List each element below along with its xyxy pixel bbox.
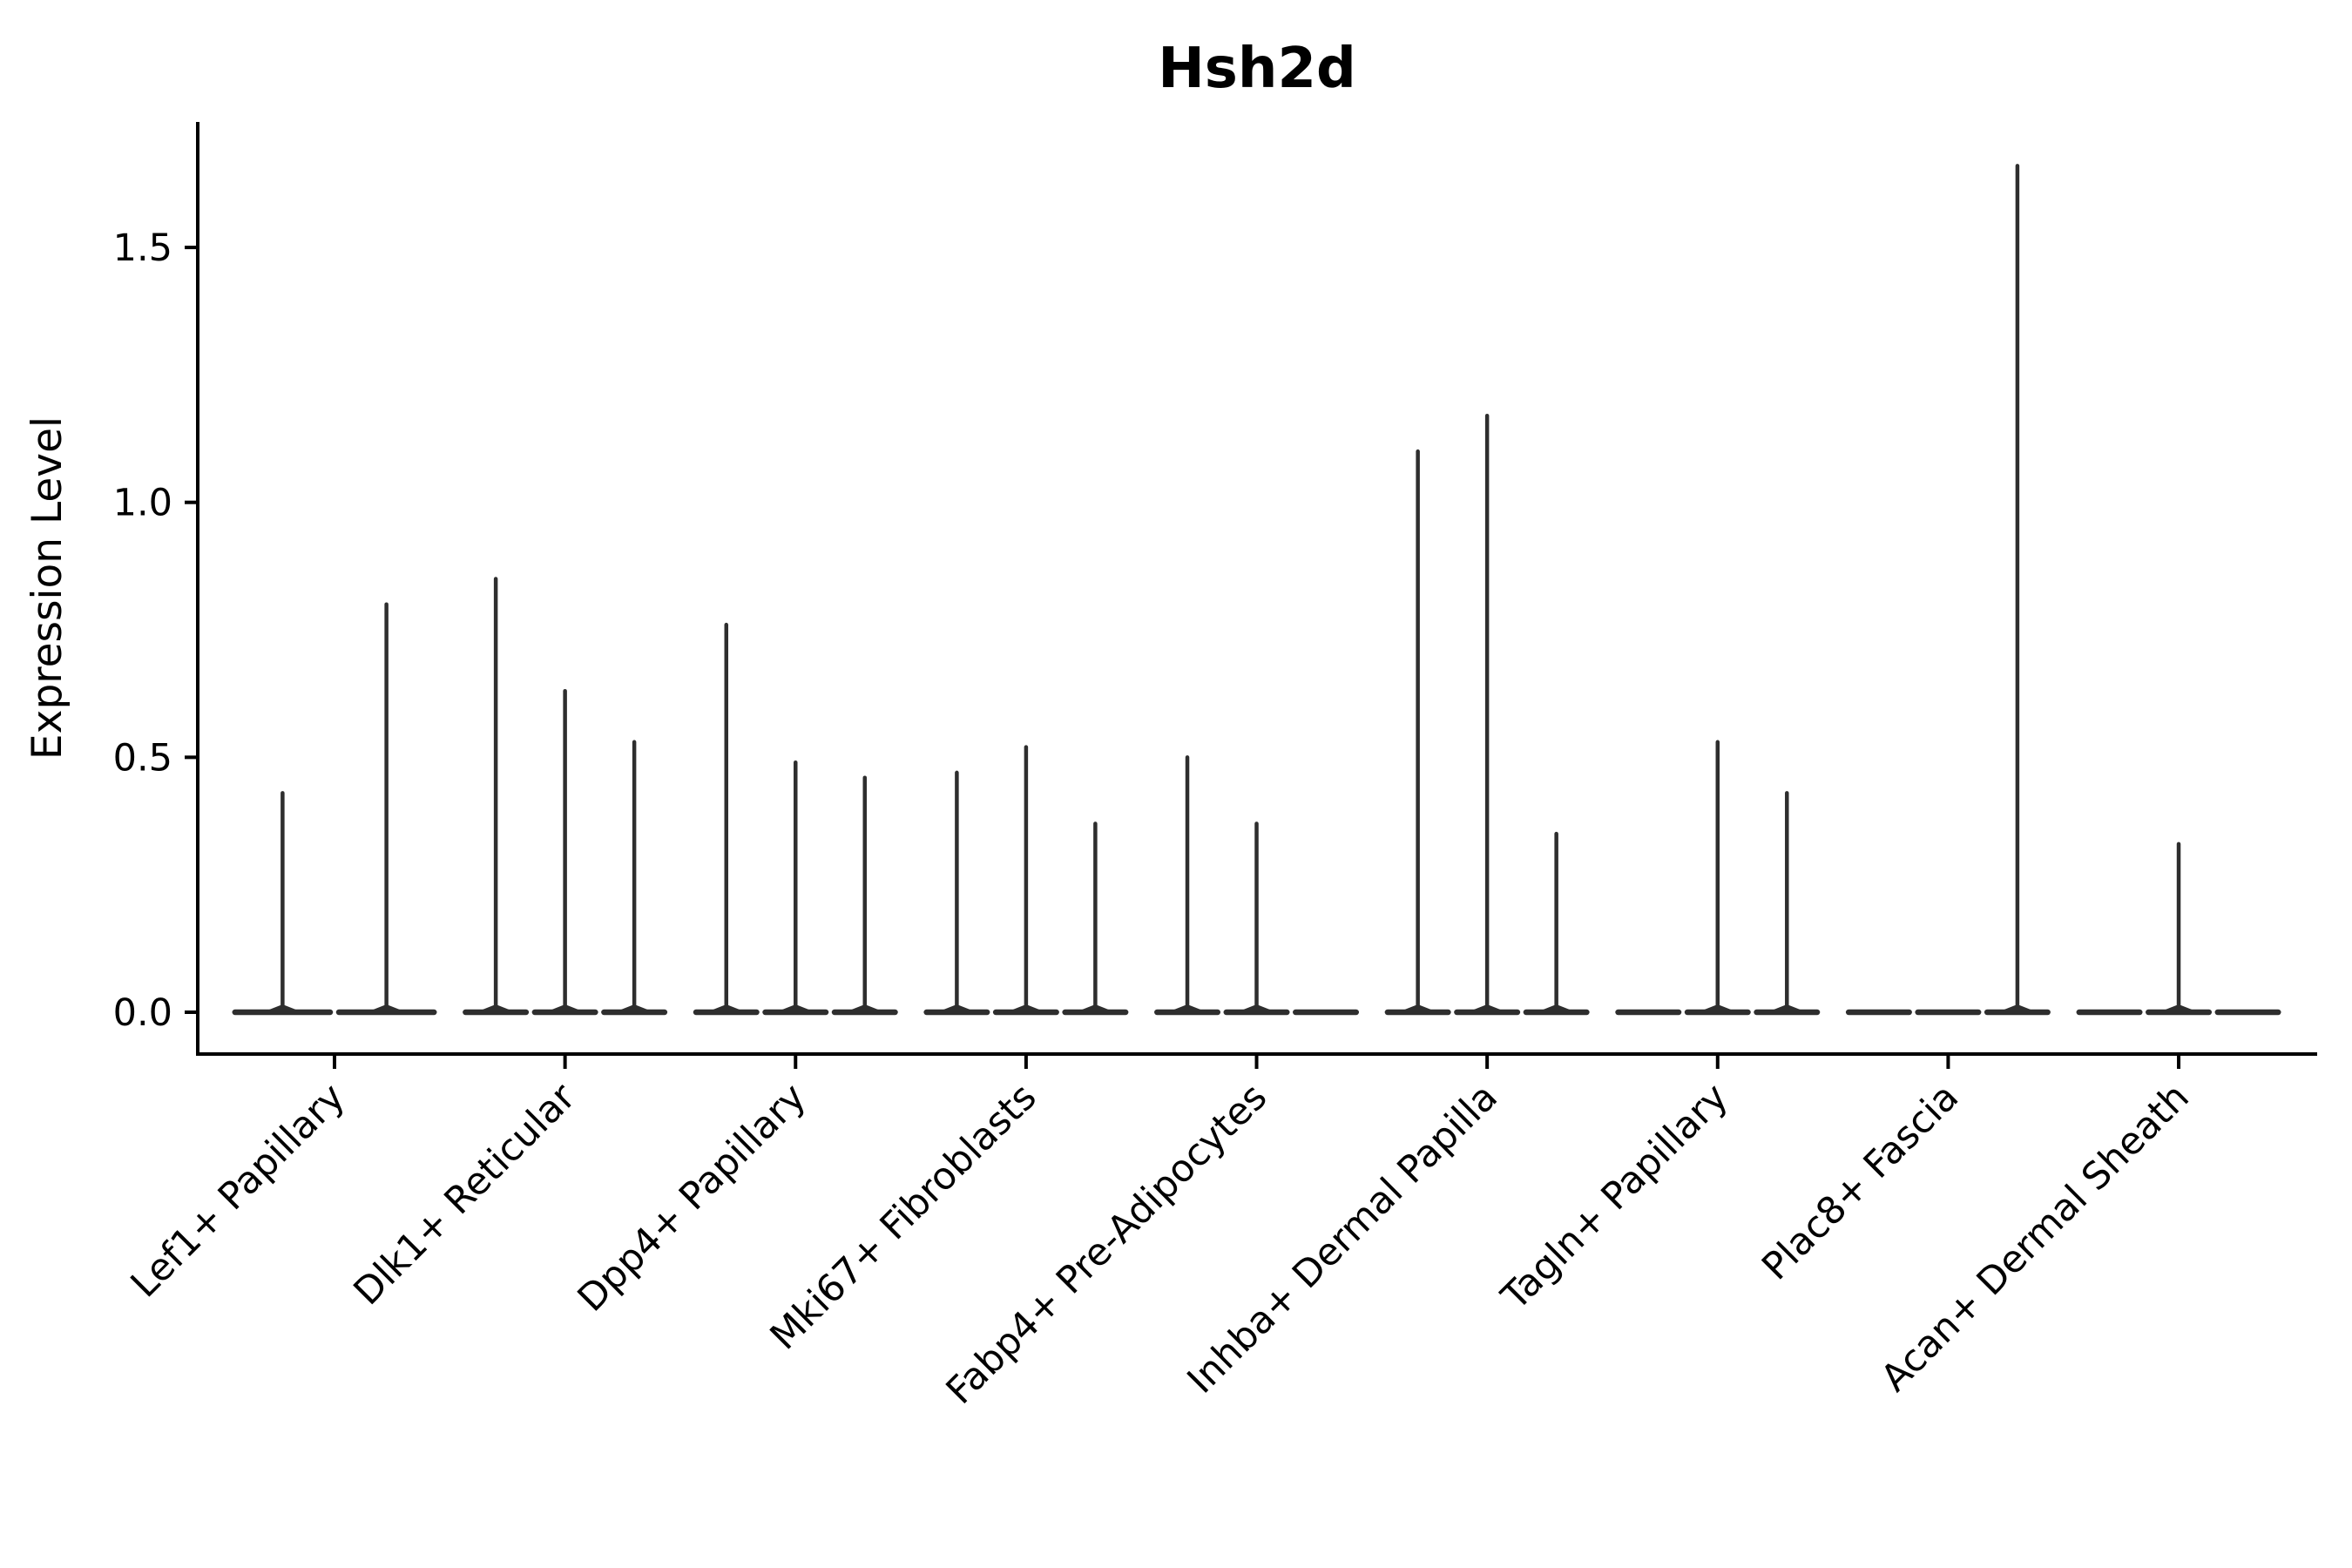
y-tick-label: 1.5: [113, 226, 172, 270]
y-tick-label: 1.0: [113, 482, 172, 525]
y-tick-label: 0.0: [113, 991, 172, 1035]
x-tick-label: Plac8+ Fascia: [1754, 1075, 1967, 1288]
y-axis-label: Expression Level: [24, 416, 71, 760]
x-tick-label: Dpp4+ Papillary: [570, 1075, 814, 1320]
x-tick-label: Tagln+ Papillary: [1493, 1075, 1737, 1319]
x-tick-label: Dlk1+ Reticular: [346, 1075, 585, 1314]
x-tick-label: Lef1+ Papillary: [123, 1075, 354, 1306]
x-tick-label: Mki67+ Fibroblasts: [762, 1075, 1045, 1358]
chart-title: Hsh2d: [1158, 37, 1356, 101]
y-tick-label: 0.5: [113, 736, 172, 780]
